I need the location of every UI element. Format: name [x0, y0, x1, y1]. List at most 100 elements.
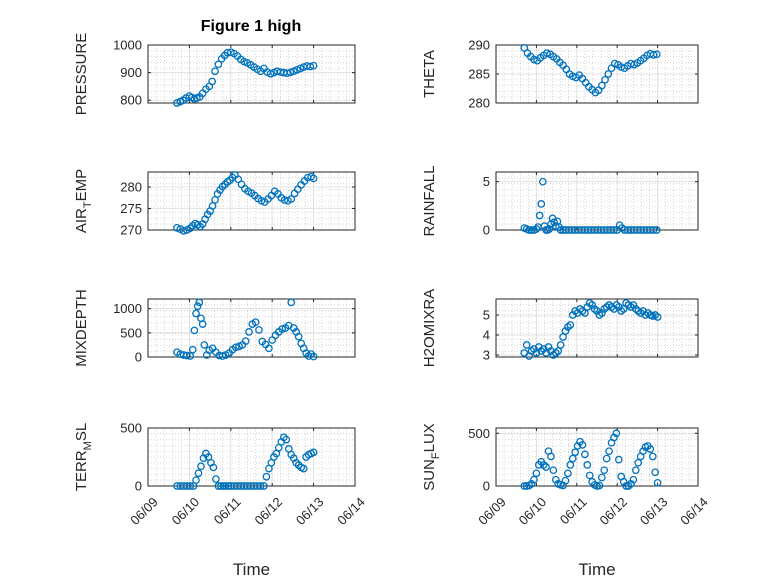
data-point	[532, 225, 541, 233]
data-point	[213, 190, 222, 198]
y-axis-label: THETA	[421, 50, 438, 98]
data-point	[306, 62, 315, 71]
data-point	[595, 481, 604, 490]
data-point	[186, 482, 195, 490]
data-point	[600, 466, 609, 475]
axes-frame	[495, 298, 699, 358]
y-axis-label: AIRTEMP	[73, 169, 94, 233]
data-point	[544, 343, 553, 351]
data-point	[646, 445, 655, 453]
y-tick-label: 800	[120, 93, 142, 108]
data-point	[192, 476, 200, 485]
data-point	[648, 452, 657, 461]
data-point	[520, 482, 529, 490]
y-tick-label: 0	[135, 350, 142, 365]
figure-title: Figure 1 high	[201, 18, 301, 35]
data-point	[556, 226, 565, 234]
data-point	[535, 211, 544, 220]
data-point	[578, 441, 587, 449]
data-point	[568, 311, 577, 319]
data-point	[597, 81, 606, 90]
data-point	[652, 226, 661, 234]
data-point	[639, 307, 647, 315]
x-axis-label: Time	[578, 560, 615, 579]
plot-background	[148, 428, 355, 486]
y-tick-label: 5	[483, 174, 490, 189]
data-point	[241, 337, 250, 345]
y-axis-label: MIXDEPTH	[73, 289, 90, 367]
data-point	[193, 302, 202, 311]
y-axis-label: SUNFLUX	[421, 423, 442, 491]
plot-background	[148, 172, 355, 230]
data-point	[218, 352, 227, 360]
axes-frame	[495, 171, 699, 231]
data-point	[629, 475, 638, 484]
plot-background	[148, 299, 355, 357]
y-tick-label: 280	[120, 180, 142, 195]
data-point	[278, 325, 286, 333]
data-point	[194, 469, 203, 478]
y-tick-label: 270	[120, 223, 142, 238]
data-point	[309, 174, 318, 183]
data-point	[597, 309, 606, 317]
data-point	[561, 476, 570, 485]
y-tick-label: 280	[468, 96, 490, 111]
data-point	[265, 344, 273, 353]
data-point	[597, 473, 606, 482]
data-point	[542, 463, 550, 471]
axes-theta: 280 285 290 THETA	[421, 38, 699, 111]
data-point	[289, 324, 298, 332]
y-axis-label: TERRMSL	[73, 423, 94, 491]
data-point	[653, 313, 662, 321]
data-point	[561, 327, 570, 335]
data-point	[622, 482, 630, 490]
data-point	[614, 303, 623, 311]
data-point	[309, 448, 318, 457]
data-point	[212, 475, 220, 483]
data-point	[545, 225, 554, 233]
data-point	[522, 341, 531, 349]
data-point	[551, 222, 560, 230]
data-point	[197, 462, 205, 471]
data-point	[588, 301, 597, 309]
axes-frame	[147, 427, 356, 487]
data-point	[566, 321, 575, 329]
y-tick-label: 500	[120, 421, 142, 436]
data-point	[651, 468, 660, 477]
data-point	[527, 226, 536, 234]
axes-frame	[147, 171, 356, 231]
data-point	[262, 472, 271, 481]
y-tick-label: 290	[468, 38, 490, 53]
data-point	[214, 60, 223, 69]
data-point	[583, 303, 592, 311]
data-point	[631, 466, 640, 475]
y-tick-label: 3	[483, 348, 490, 363]
data-point	[602, 454, 611, 463]
data-point	[583, 461, 592, 469]
data-point	[566, 461, 575, 469]
y-tick-label: 1000	[113, 38, 142, 53]
data-point	[211, 67, 219, 76]
y-tick-label: 900	[120, 65, 142, 80]
data-point	[217, 482, 225, 490]
data-point	[649, 226, 658, 234]
data-point	[532, 469, 541, 478]
y-tick-label: 1000	[113, 301, 142, 316]
data-point	[255, 326, 263, 334]
data-point	[309, 61, 318, 70]
y-tick-label: 500	[468, 426, 490, 441]
y-axis-label: PRESSURE	[73, 33, 90, 116]
data-point	[260, 482, 268, 490]
data-point	[573, 309, 582, 317]
data-point	[282, 435, 291, 444]
data-point	[549, 466, 558, 475]
y-axis-label: RAINFALL	[421, 166, 438, 237]
data-point	[256, 482, 265, 490]
data-point	[198, 320, 207, 328]
axes-air_temp: 270 275 280 AIRTEMP	[73, 169, 356, 238]
data-point	[652, 50, 661, 59]
data-point	[534, 343, 543, 351]
data-point	[530, 345, 538, 353]
data-point	[612, 429, 621, 438]
